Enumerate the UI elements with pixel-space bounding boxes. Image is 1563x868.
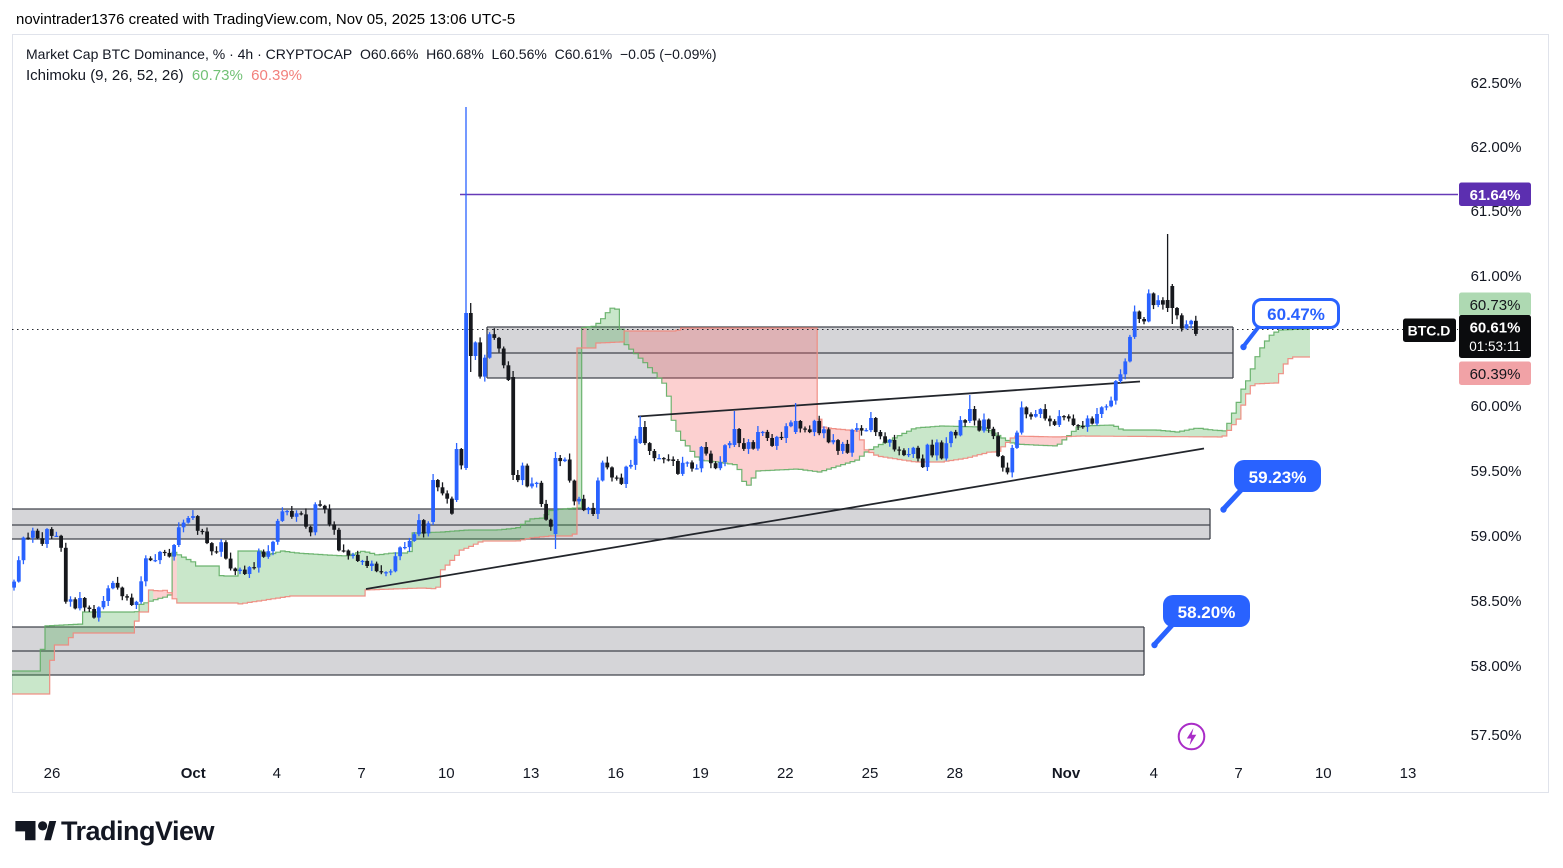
svg-text:62.50%: 62.50% bbox=[1471, 75, 1522, 92]
svg-text:7: 7 bbox=[1234, 765, 1242, 782]
svg-text:62.00%: 62.00% bbox=[1471, 139, 1522, 156]
svg-text:58.20%: 58.20% bbox=[1178, 603, 1236, 622]
svg-text:58.00%: 58.00% bbox=[1471, 658, 1522, 675]
svg-text:61.00%: 61.00% bbox=[1471, 268, 1522, 285]
svg-text:57.50%: 57.50% bbox=[1471, 727, 1522, 744]
svg-text:16: 16 bbox=[607, 765, 624, 782]
svg-text:61.50%: 61.50% bbox=[1471, 203, 1522, 220]
svg-text:Oct: Oct bbox=[181, 765, 206, 782]
svg-text:7: 7 bbox=[357, 765, 365, 782]
svg-text:4: 4 bbox=[1150, 765, 1158, 782]
svg-text:TradingView: TradingView bbox=[61, 816, 216, 846]
svg-text:BTC.D: BTC.D bbox=[1408, 323, 1451, 339]
svg-text:60.00%: 60.00% bbox=[1471, 398, 1522, 415]
svg-text:19: 19 bbox=[692, 765, 709, 782]
svg-text:59.50%: 59.50% bbox=[1471, 463, 1522, 480]
svg-text:25: 25 bbox=[862, 765, 879, 782]
svg-text:60.47%: 60.47% bbox=[1267, 305, 1325, 324]
svg-text:Market Cap BTC Dominance, % ·: Market Cap BTC Dominance, % · 4h · CRYPT… bbox=[26, 46, 717, 62]
svg-text:26: 26 bbox=[44, 765, 61, 782]
svg-text:60.39%: 60.39% bbox=[1470, 366, 1521, 383]
svg-text:01:53:11: 01:53:11 bbox=[1469, 339, 1521, 354]
svg-text:61.64%: 61.64% bbox=[1470, 187, 1521, 204]
svg-text:Nov: Nov bbox=[1052, 765, 1081, 782]
svg-text:60.61%: 60.61% bbox=[1470, 320, 1521, 337]
svg-text:10: 10 bbox=[438, 765, 455, 782]
svg-text:59.00%: 59.00% bbox=[1471, 528, 1522, 545]
svg-text:Ichimoku (9, 26, 52, 26) 60.7: Ichimoku (9, 26, 52, 26) 60.73% 60.39% bbox=[26, 67, 302, 84]
svg-text:22: 22 bbox=[777, 765, 794, 782]
svg-text:13: 13 bbox=[1400, 765, 1417, 782]
svg-text:4: 4 bbox=[273, 765, 281, 782]
svg-text:10: 10 bbox=[1315, 765, 1332, 782]
svg-text:13: 13 bbox=[523, 765, 540, 782]
svg-text:60.73%: 60.73% bbox=[1470, 297, 1521, 314]
svg-text:novintrader1376 created with T: novintrader1376 created with TradingView… bbox=[16, 11, 515, 28]
svg-text:28: 28 bbox=[946, 765, 963, 782]
svg-text:58.50%: 58.50% bbox=[1471, 593, 1522, 610]
svg-text:59.23%: 59.23% bbox=[1249, 468, 1307, 487]
